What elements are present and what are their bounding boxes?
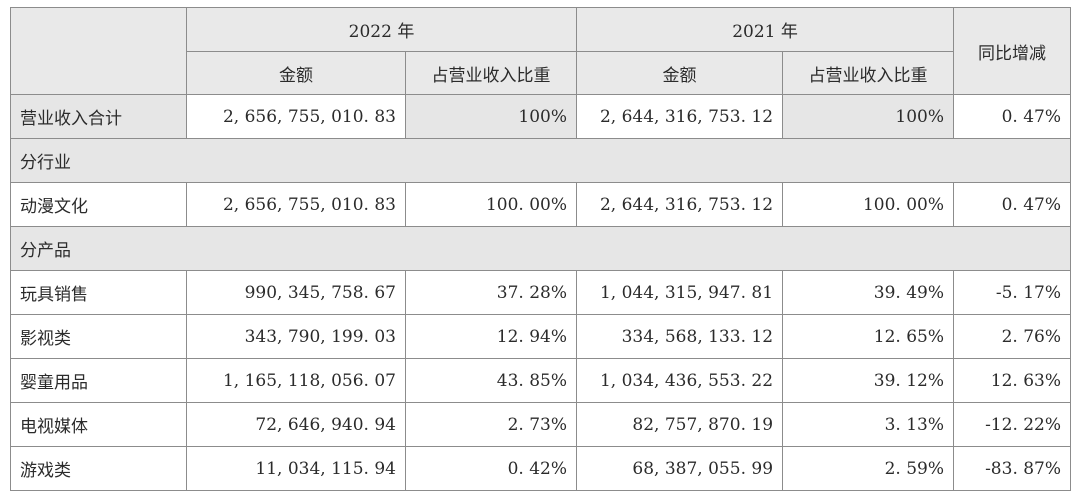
amount-2022-cell: 72, 646, 940. 94 — [186, 402, 406, 447]
yoy-cell: -5. 17% — [953, 270, 1072, 315]
amount-2021-cell: 2, 644, 316, 753. 12 — [576, 182, 784, 227]
table-row: 玩具销售 990, 345, 758. 67 37. 28% 1, 044, 3… — [10, 270, 1072, 315]
row-label: 影视类 — [10, 314, 187, 359]
section-row-by-product: 分产品 — [9, 226, 1072, 271]
header-amount-2021: 金额 — [576, 51, 784, 95]
table-row-total: 营业收入合计 2, 656, 755, 010. 83 100% 2, 644,… — [10, 94, 1072, 139]
header-year-2021: 2021 年 — [576, 7, 955, 52]
row-label: 婴童用品 — [10, 358, 187, 403]
yoy-cell: -12. 22% — [953, 402, 1072, 447]
amount-2021-cell: 1, 034, 436, 553. 22 — [576, 358, 784, 403]
amount-2021-cell: 68, 387, 055. 99 — [576, 446, 784, 491]
revenue-table-container: 2022 年 2021 年 同比增减 金额 占营业收入比重 金额 占营业收入比重… — [9, 7, 1072, 491]
header-ratio-2022: 占营业收入比重 — [404, 51, 578, 95]
amount-2022-cell: 343, 790, 199. 03 — [186, 314, 406, 359]
header-row-years: 2022 年 2021 年 同比增减 — [10, 7, 1072, 95]
amount-2022-cell: 2, 656, 755, 010. 83 — [186, 182, 406, 227]
amount-2021-cell: 2, 644, 316, 753. 12 — [576, 94, 784, 139]
table-row: 游戏类 11, 034, 115. 94 0. 42% 68, 387, 055… — [10, 446, 1072, 491]
amount-2021-cell: 82, 757, 870. 19 — [576, 402, 784, 447]
row-label: 电视媒体 — [10, 402, 187, 447]
ratio-2022-cell: 100. 00% — [404, 182, 578, 227]
ratio-2021-cell: 3. 13% — [782, 402, 955, 447]
amount-2021-cell: 334, 568, 133. 12 — [576, 314, 784, 359]
ratio-2022-cell: 0. 42% — [404, 446, 578, 491]
section-label: 分行业 — [9, 138, 1072, 183]
ratio-2021-cell: 12. 65% — [782, 314, 955, 359]
header-ratio-2021: 占营业收入比重 — [782, 51, 955, 95]
amount-2021-cell: 1, 044, 315, 947. 81 — [576, 270, 784, 315]
table-row: 婴童用品 1, 165, 118, 056. 07 43. 85% 1, 034… — [10, 358, 1072, 403]
yoy-cell: 12. 63% — [953, 358, 1072, 403]
header-year-2022: 2022 年 — [185, 7, 578, 52]
yoy-cell: 0. 47% — [953, 182, 1072, 227]
amount-2022-cell: 990, 345, 758. 67 — [186, 270, 406, 315]
ratio-2021-cell: 100. 00% — [782, 182, 955, 227]
amount-2022-cell: 1, 165, 118, 056. 07 — [186, 358, 406, 403]
section-label: 分产品 — [9, 226, 1072, 271]
ratio-2022-cell: 43. 85% — [404, 358, 578, 403]
header-yoy-change: 同比增减 — [953, 7, 1072, 95]
ratio-2022-cell: 37. 28% — [404, 270, 578, 315]
table-row: 动漫文化 2, 656, 755, 010. 83 100. 00% 2, 64… — [10, 182, 1072, 227]
header-row-metrics: 金额 占营业收入比重 金额 占营业收入比重 — [11, 51, 1071, 95]
row-label: 动漫文化 — [10, 182, 187, 227]
ratio-2021-cell: 39. 12% — [782, 358, 955, 403]
amount-2022-cell: 11, 034, 115. 94 — [186, 446, 406, 491]
ratio-2021-cell: 2. 59% — [782, 446, 955, 491]
ratio-2022-cell: 12. 94% — [404, 314, 578, 359]
ratio-2021-cell: 100% — [782, 94, 955, 139]
amount-2022-cell: 2, 656, 755, 010. 83 — [186, 94, 406, 139]
yoy-cell: 0. 47% — [953, 94, 1072, 139]
row-label: 玩具销售 — [10, 270, 187, 315]
section-row-by-industry: 分行业 — [9, 138, 1072, 183]
yoy-cell: -83. 87% — [953, 446, 1072, 491]
ratio-2022-cell: 2. 73% — [404, 402, 578, 447]
ratio-2021-cell: 39. 49% — [782, 270, 955, 315]
revenue-breakdown-table: 2022 年 2021 年 同比增减 金额 占营业收入比重 金额 占营业收入比重… — [9, 7, 1072, 491]
header-blank-cell — [10, 7, 187, 95]
ratio-2022-cell: 100% — [404, 94, 578, 139]
table-row: 电视媒体 72, 646, 940. 94 2. 73% 82, 757, 87… — [10, 402, 1072, 447]
yoy-cell: 2. 76% — [953, 314, 1072, 359]
header-amount-2022: 金额 — [186, 51, 406, 95]
row-label: 游戏类 — [10, 446, 187, 491]
table-row: 影视类 343, 790, 199. 03 12. 94% 334, 568, … — [10, 314, 1072, 359]
row-label: 营业收入合计 — [10, 94, 187, 139]
